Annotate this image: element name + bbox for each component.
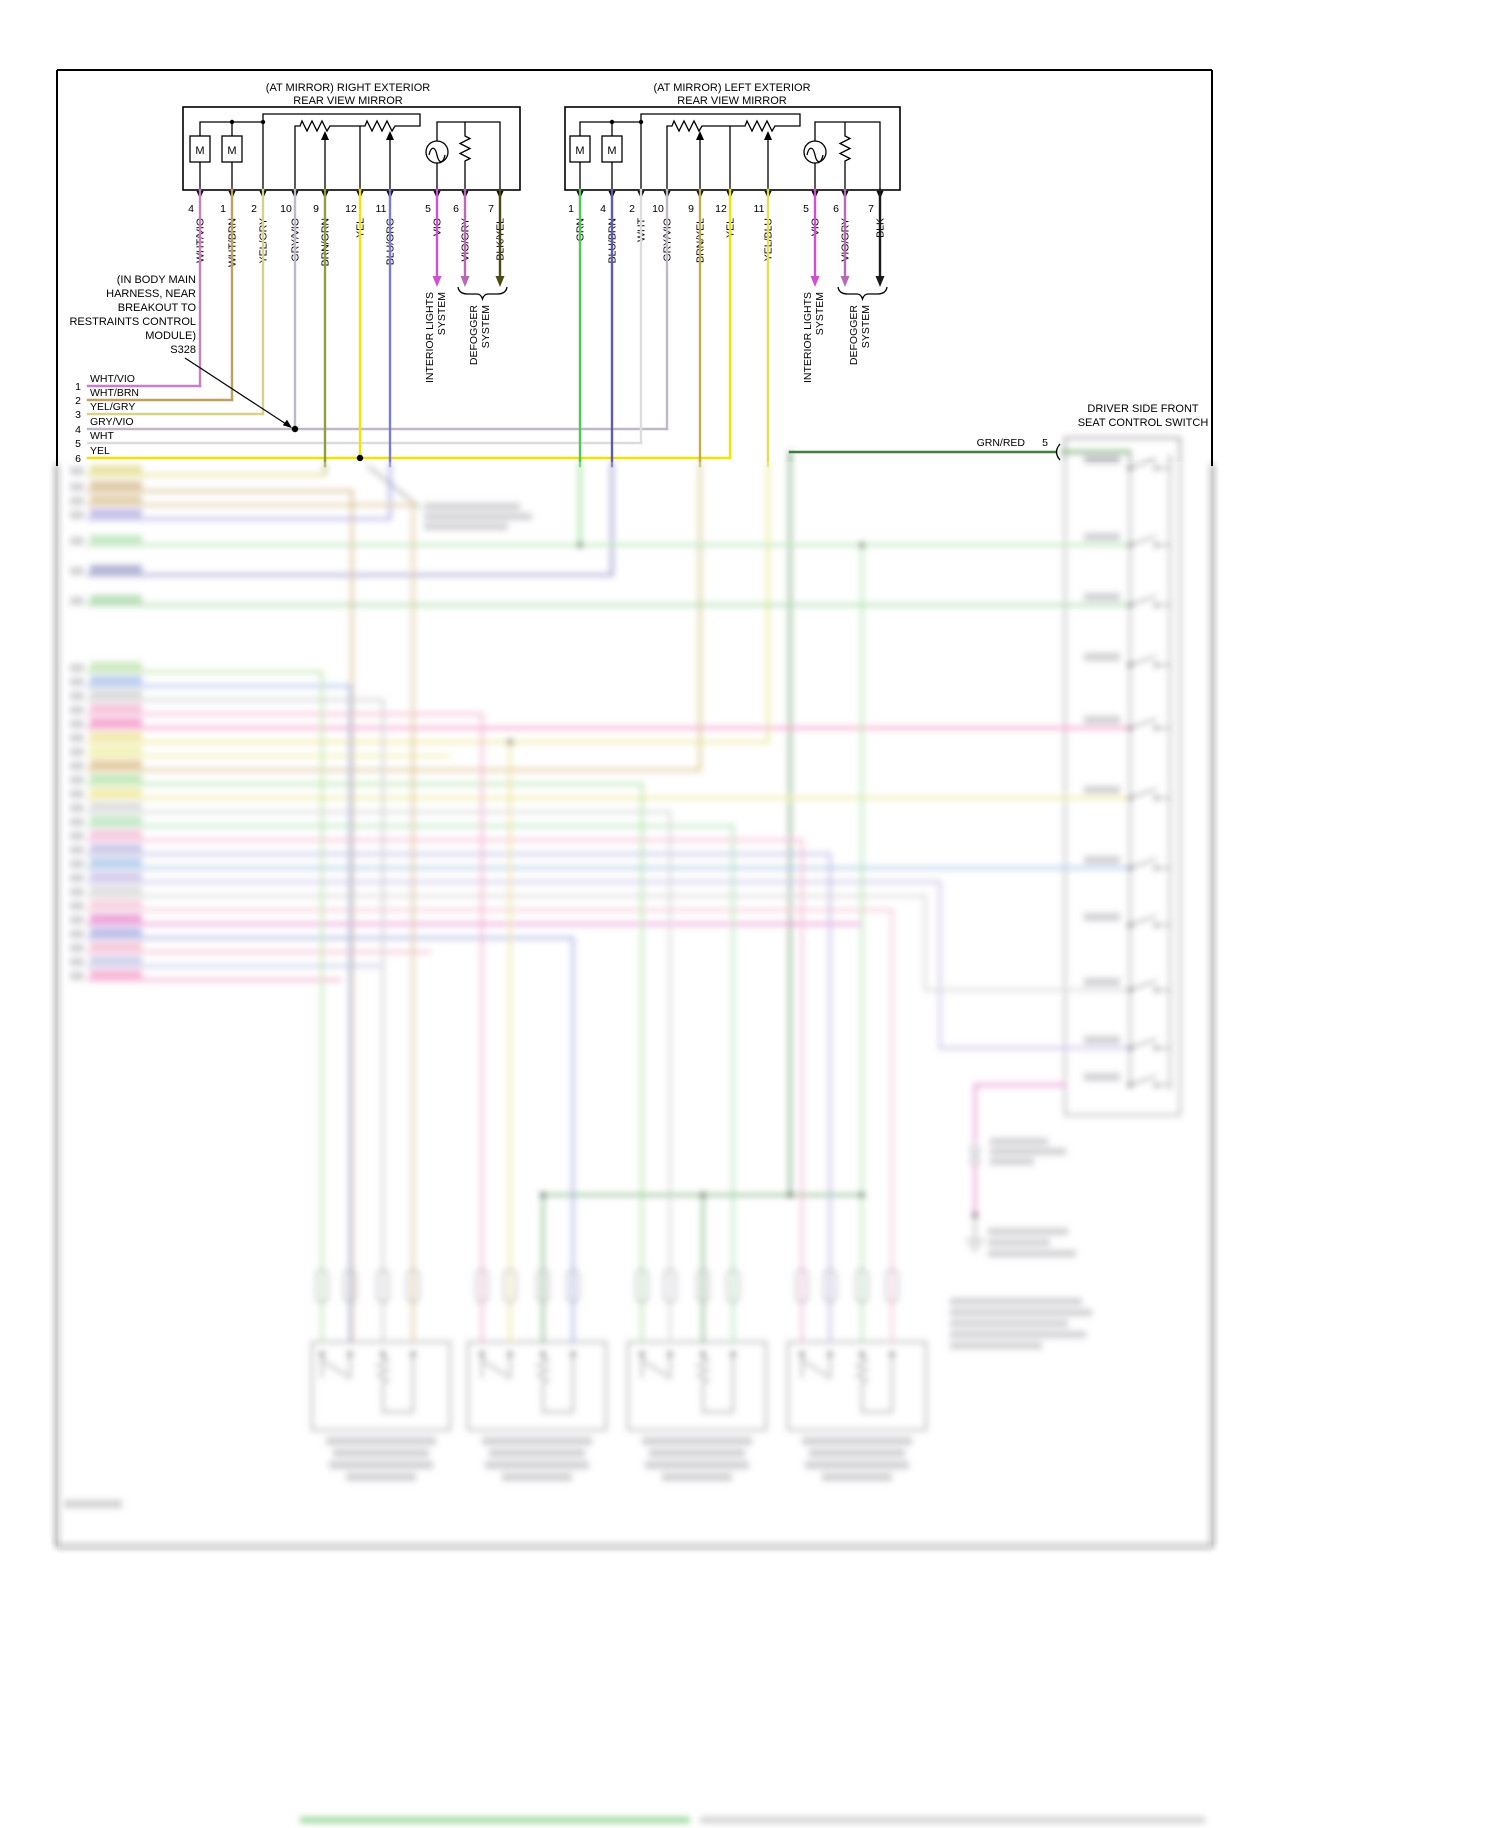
left-pin-number-1: 4 <box>600 203 606 215</box>
harness-wire-label-5: YEL <box>90 445 110 457</box>
blurred-splice-callout <box>367 465 532 530</box>
left-pin-number-6: 11 <box>754 203 765 215</box>
right-pin-number-8: 6 <box>453 203 459 215</box>
motor-label: M <box>227 145 236 157</box>
left-mirror-box <box>564 106 901 191</box>
left-mirror-title-line1: (AT MIRROR) LEFT EXTERIOR <box>653 82 810 94</box>
right-pin-number-5: 12 <box>345 203 357 215</box>
defogger-label-right-2: SYSTEM <box>480 305 492 348</box>
left-pin-number-4: 9 <box>688 203 694 215</box>
interior-lights-label-left-2: SYSTEM <box>814 292 826 335</box>
right-pin-number-7: 5 <box>425 203 431 215</box>
left-mirror-position-sensor-symbol <box>640 113 801 190</box>
blurred-region <box>56 437 1213 1823</box>
right-pin-number-9: 7 <box>488 203 494 215</box>
blurred-footer-text <box>64 1500 122 1508</box>
splice-note-line-5: S328 <box>170 344 196 356</box>
bottom-edge-artifact <box>300 1817 690 1823</box>
splice-note-line-4: MODULE) <box>145 330 196 342</box>
left-pin-number-2: 2 <box>629 203 635 215</box>
harness-wire-number-0: 1 <box>75 381 81 393</box>
splice-dot-s328 <box>291 425 299 433</box>
right-mirror-connector-arrows <box>196 191 504 199</box>
left-mirror-title-line2: REAR VIEW MIRROR <box>677 95 786 107</box>
page-border <box>56 69 1213 466</box>
harness-wire-label-0: WHT/VIO <box>90 373 135 385</box>
right-pin-number-4: 9 <box>313 203 319 215</box>
left-mirror-component: (AT MIRROR) LEFT EXTERIOR REAR VIEW MIRR… <box>564 82 901 264</box>
left-pin-number-3: 10 <box>652 203 664 215</box>
wire-yel <box>86 188 732 460</box>
splice-note-arrow <box>184 357 287 425</box>
defocus-wash <box>58 462 1211 1548</box>
splice-dot-yel <box>356 454 364 462</box>
left-pin-number-8: 6 <box>833 203 839 215</box>
seat-switch-connector-bracket <box>1055 443 1061 461</box>
right-mirror-title-line1: (AT MIRROR) RIGHT EXTERIOR <box>266 82 430 94</box>
defogger-brace-right <box>457 286 508 302</box>
wire-wht-brn <box>86 188 234 402</box>
left-pin-number-5: 12 <box>715 203 727 215</box>
left-mirror-defogger-element-symbol <box>838 122 852 190</box>
interior-lights-label-left: INTERIOR LIGHTS <box>802 292 814 383</box>
harness-wire-number-4: 5 <box>75 438 81 450</box>
harness-wire-label-1: WHT/BRN <box>90 387 139 399</box>
splice-note-line-3: RESTRAINTS CONTROL <box>69 316 196 328</box>
right-mirror-component: (AT MIRROR) RIGHT EXTERIOR REAR VIEW MIR… <box>182 82 521 267</box>
harness-wire-label-4: WHT <box>90 430 114 442</box>
blurred-bottom-components <box>311 1341 927 1481</box>
harness-wire-label-2: YEL/GRY <box>90 401 135 413</box>
grn-red-wire-label: GRN/RED <box>977 437 1026 449</box>
defogger-label-right: DEFOGGER <box>468 305 480 366</box>
splice-note-line-1: HARNESS, NEAR <box>106 288 196 300</box>
wire-yel-gry <box>86 188 265 416</box>
right-pin-number-0: 4 <box>188 203 194 215</box>
motor-label: M <box>195 145 204 157</box>
interior-lights-label-right-2: SYSTEM <box>436 292 448 335</box>
defogger-brace-left <box>837 286 888 302</box>
wire-gry-vio <box>86 188 669 431</box>
seat-switch-title-line2: SEAT CONTROL SWITCH <box>1078 417 1209 429</box>
bottom-edge-artifact <box>700 1817 1205 1823</box>
seat-switch-title-line1: DRIVER SIDE FRONT <box>1087 403 1199 415</box>
grn-red-pin-number: 5 <box>1042 437 1048 449</box>
right-mirror-defogger-element-symbol <box>458 122 472 190</box>
right-pin-number-1: 1 <box>220 203 226 215</box>
right-pin-number-2: 2 <box>251 203 257 215</box>
motor-label: M <box>607 145 616 157</box>
wire-wht-vio <box>86 188 202 388</box>
harness-wire-list: 1 WHT/VIO 2 WHT/BRN 3 YEL/GRY 4 GRY/VIO … <box>75 373 139 465</box>
right-mirror-box <box>182 106 521 191</box>
wire-wht <box>86 188 643 445</box>
splice-note-line-2: BREAKOUT TO <box>118 302 197 314</box>
motor-label: M <box>575 145 584 157</box>
interior-lights-label-right: INTERIOR LIGHTS <box>424 292 436 383</box>
right-pin-number-3: 10 <box>280 203 292 215</box>
left-pin-number-7: 5 <box>803 203 809 215</box>
harness-wire-number-3: 4 <box>75 424 81 436</box>
seat-switch-header: DRIVER SIDE FRONT SEAT CONTROL SWITCH GR… <box>977 403 1209 461</box>
harness-wire-label-3: GRY/VIO <box>90 416 134 428</box>
left-pin-number-0: 1 <box>568 203 574 215</box>
blurred-switch-tail <box>950 1083 1092 1349</box>
harness-wire-number-5: 6 <box>75 453 81 465</box>
splice-note-arrowhead <box>282 419 292 428</box>
blurred-seat-switch <box>1060 437 1181 1116</box>
crisp-wires <box>86 188 1058 468</box>
system-labels: INTERIOR LIGHTS SYSTEM DEFOGGER SYSTEM I… <box>424 286 888 383</box>
right-pin-number-6: 11 <box>376 203 387 215</box>
defogger-label-left: DEFOGGER <box>848 305 860 366</box>
left-pin-number-9: 7 <box>868 203 874 215</box>
right-mirror-position-sensor-symbol <box>262 113 421 190</box>
right-mirror-title-line2: REAR VIEW MIRROR <box>293 95 402 107</box>
blurred-vertical-runs <box>320 489 1067 1344</box>
harness-wire-number-1: 2 <box>75 395 81 407</box>
defogger-label-left-2: SYSTEM <box>860 305 872 348</box>
splice-note: (IN BODY MAIN HARNESS, NEAR BREAKOUT TO … <box>69 274 292 428</box>
harness-wire-number-2: 3 <box>75 409 81 421</box>
blurred-harness-rows <box>70 465 1067 982</box>
splice-note-line-0: (IN BODY MAIN <box>117 274 196 286</box>
